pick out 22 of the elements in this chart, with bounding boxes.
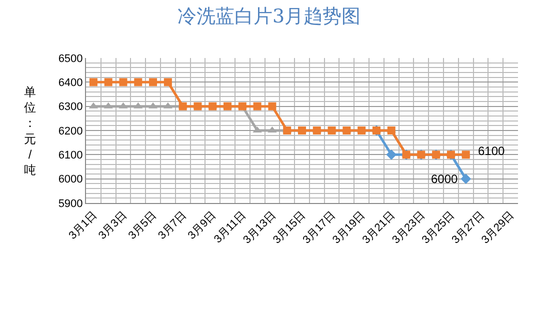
data-label: 6100 (478, 144, 506, 158)
y-tick-label: 6300 (58, 101, 83, 114)
chart-title: 冷洗蓝白片3月趋势图 (177, 6, 361, 28)
y-tick-label: 6000 (58, 174, 83, 186)
y-tick-label: 6100 (58, 150, 83, 162)
point (119, 78, 128, 86)
point (164, 78, 172, 86)
point (386, 149, 397, 160)
point (134, 78, 142, 86)
point (89, 78, 98, 86)
point (149, 78, 158, 86)
y-axis-title: 单位：元/吨 (24, 85, 36, 177)
point (253, 102, 262, 110)
y-tick-label: 5900 (58, 198, 83, 210)
point (104, 78, 112, 86)
x-tick-label: 3月1日 (66, 209, 100, 242)
point (460, 174, 472, 184)
point (268, 102, 276, 110)
y-tick-label: 6500 (58, 52, 83, 65)
y-tick-label: 6400 (58, 77, 83, 90)
y-tick-label: 6200 (58, 125, 83, 138)
data-label: 6000 (431, 172, 458, 186)
